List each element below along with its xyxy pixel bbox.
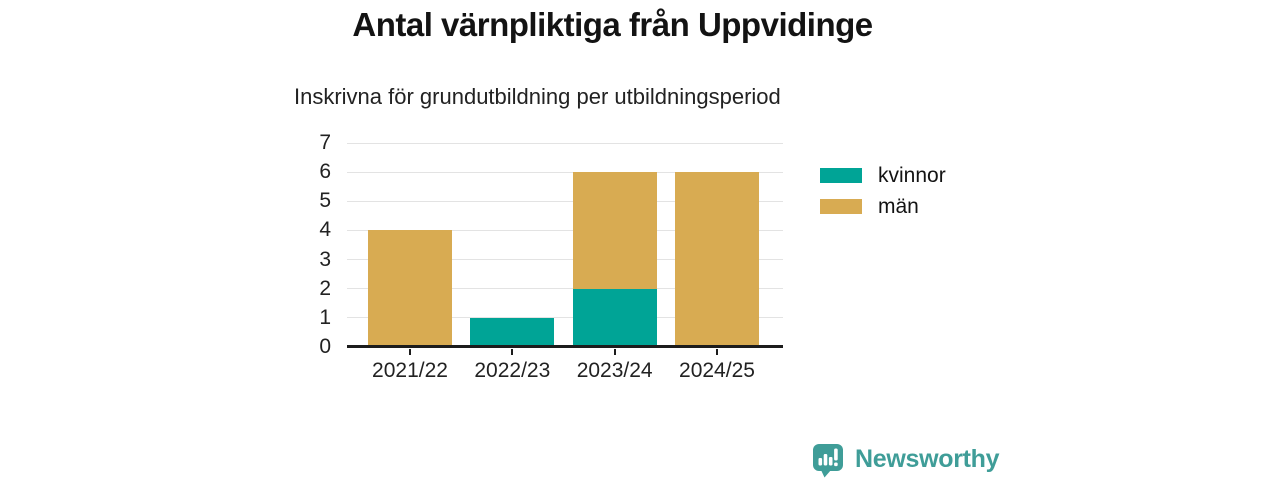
- legend: kvinnor män: [820, 160, 946, 222]
- x-axis-tick: [613, 349, 616, 355]
- x-axis-label-2022-23: 2022/23: [474, 359, 551, 382]
- y-axis-tick-label: 6: [319, 160, 331, 184]
- legend-label-m-n: män: [878, 194, 919, 218]
- legend-swatch-kvinnor: [820, 168, 862, 183]
- x-axis-tick: [409, 349, 411, 355]
- x-axis-tick: [715, 349, 718, 355]
- chart-subtitle: Inskrivna för grundutbildning per utbild…: [294, 84, 781, 109]
- bar-m-n-2024-25: [674, 172, 759, 347]
- gridline-y6: [347, 171, 783, 173]
- gridline-y4: [347, 229, 783, 231]
- brand-name: Newsworthy: [855, 445, 1000, 473]
- gridline-y7: [347, 142, 783, 144]
- y-axis-tick-label: 2: [319, 276, 331, 300]
- gridline-y1: [347, 317, 783, 319]
- legend-swatch-m-n: [820, 199, 862, 214]
- bar-m-n-2021-22: [368, 230, 452, 347]
- bar-kvinnor-2023-24: [572, 288, 657, 347]
- legend-item-m-n: män: [820, 191, 946, 222]
- x-axis-label-2023-24: 2023/24: [576, 359, 653, 382]
- y-axis-tick-label: 3: [319, 247, 331, 271]
- newsworthy-icon: [813, 444, 843, 478]
- y-axis-tick-label: 4: [319, 218, 331, 242]
- x-axis-tick: [511, 349, 514, 355]
- brand-logo: Newsworthy: [810, 441, 1000, 478]
- y-axis-tick-label: 5: [319, 189, 331, 213]
- y-axis-tick-label: 0: [319, 335, 331, 358]
- gridline-y5: [347, 200, 783, 202]
- chart-title: Antal värnpliktiga från Uppvidinge: [352, 6, 873, 43]
- legend-label-kvinnor: kvinnor: [878, 163, 946, 187]
- bar-kvinnor-2022-23: [470, 317, 555, 347]
- gridline-y2: [347, 288, 783, 290]
- x-axis-label-2024-25: 2024/25: [679, 359, 755, 382]
- x-axis-label-2021-22: 2021/22: [372, 359, 448, 382]
- y-axis-tick-label: 7: [319, 131, 331, 154]
- bar-m-n-2023-24: [572, 172, 657, 289]
- gridline-y3: [347, 259, 783, 261]
- legend-item-kvinnor: kvinnor: [820, 160, 946, 191]
- y-axis-tick-label: 1: [319, 305, 331, 329]
- plot-area: 0 1 2 3 4 5 6 7 2021/22 2022/23 2023/24 2024/25: [319, 131, 783, 382]
- x-axis-line: [347, 345, 783, 348]
